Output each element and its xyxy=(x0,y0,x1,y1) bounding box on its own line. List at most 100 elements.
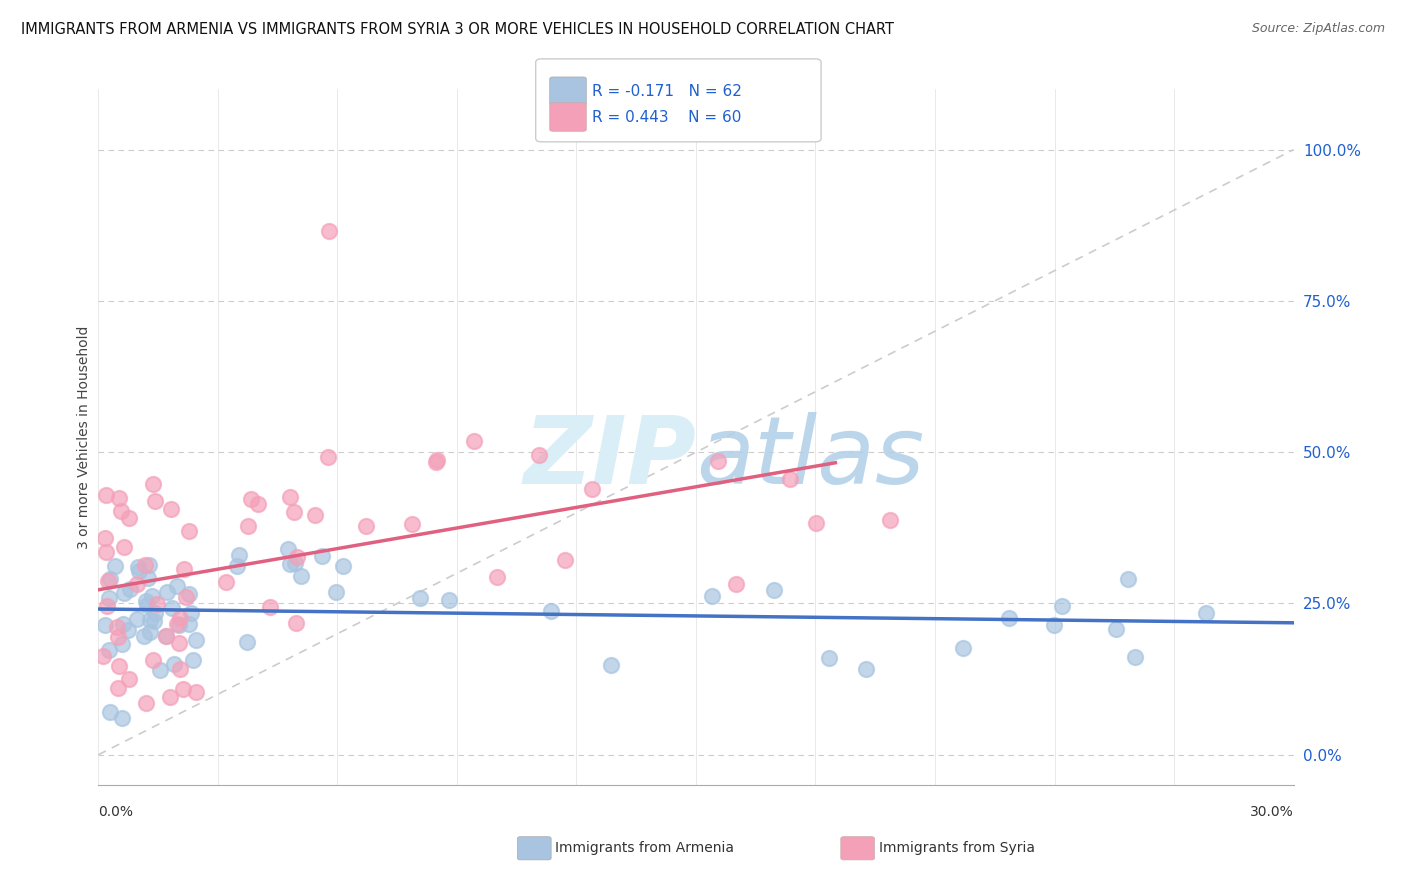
Point xyxy=(804,516,827,530)
Point xyxy=(311,549,333,563)
Point xyxy=(111,711,134,725)
Point xyxy=(240,491,263,506)
Point xyxy=(169,662,191,676)
Point xyxy=(277,542,299,557)
Point xyxy=(215,574,238,589)
Point xyxy=(156,584,179,599)
Point xyxy=(146,597,169,611)
Point xyxy=(143,494,166,508)
Point xyxy=(179,524,201,538)
Point xyxy=(818,650,841,665)
Point xyxy=(408,591,430,606)
Point xyxy=(167,618,190,632)
Point xyxy=(184,685,207,699)
Point xyxy=(155,629,177,643)
Point xyxy=(236,634,259,648)
Point xyxy=(118,672,141,686)
Point xyxy=(278,490,301,504)
Point xyxy=(763,582,786,597)
Point xyxy=(486,570,509,584)
Point xyxy=(136,599,159,613)
Point xyxy=(94,545,117,559)
Point xyxy=(879,512,901,526)
Point xyxy=(111,637,134,651)
Point xyxy=(318,224,340,238)
Point xyxy=(1195,606,1218,620)
Point xyxy=(135,594,157,608)
Point xyxy=(160,600,183,615)
Point xyxy=(105,620,128,634)
Point xyxy=(290,569,312,583)
Point xyxy=(356,519,378,533)
Point xyxy=(139,624,162,639)
Point xyxy=(952,640,974,655)
Point xyxy=(1123,650,1146,665)
Point xyxy=(149,663,172,677)
Point xyxy=(707,454,730,468)
Point xyxy=(143,606,166,620)
Point xyxy=(283,505,305,519)
Text: IMMIGRANTS FROM ARMENIA VS IMMIGRANTS FROM SYRIA 3 OR MORE VEHICLES IN HOUSEHOLD: IMMIGRANTS FROM ARMENIA VS IMMIGRANTS FR… xyxy=(21,22,894,37)
Point xyxy=(179,617,201,632)
Text: Immigrants from Syria: Immigrants from Syria xyxy=(879,841,1035,855)
Point xyxy=(128,564,150,578)
Point xyxy=(127,560,149,574)
Point xyxy=(285,615,308,630)
Point xyxy=(426,453,449,467)
Point xyxy=(96,599,118,613)
Point xyxy=(112,586,135,600)
Point xyxy=(134,629,156,643)
Point xyxy=(159,690,181,705)
Point xyxy=(138,558,160,572)
Point xyxy=(127,611,149,625)
Point xyxy=(540,604,562,618)
Point xyxy=(107,681,129,695)
Point xyxy=(855,662,877,676)
Point xyxy=(117,623,139,637)
Point xyxy=(98,572,121,586)
Point xyxy=(700,590,723,604)
Point xyxy=(284,557,307,571)
Point xyxy=(142,477,165,491)
Point xyxy=(439,592,461,607)
Text: ZIP: ZIP xyxy=(523,412,696,504)
Point xyxy=(98,706,122,720)
Point xyxy=(107,630,129,644)
Point xyxy=(91,648,114,663)
Text: 30.0%: 30.0% xyxy=(1250,805,1294,819)
Point xyxy=(97,574,120,588)
Point xyxy=(325,585,347,599)
Point xyxy=(401,517,423,532)
Point xyxy=(98,591,121,606)
Point xyxy=(117,511,139,525)
Point xyxy=(425,455,447,469)
Point xyxy=(125,577,148,591)
Point xyxy=(236,518,259,533)
Point xyxy=(779,472,801,486)
Point xyxy=(135,696,157,710)
Text: 0.0%: 0.0% xyxy=(98,805,134,819)
Point xyxy=(173,562,195,576)
Point xyxy=(581,482,603,496)
Point xyxy=(316,450,339,464)
Point xyxy=(110,504,132,518)
Text: atlas: atlas xyxy=(696,412,924,503)
Point xyxy=(1043,618,1066,632)
Point xyxy=(142,653,165,667)
Text: R = -0.171   N = 62: R = -0.171 N = 62 xyxy=(592,84,742,99)
Point xyxy=(104,558,127,573)
Point xyxy=(529,448,551,462)
Point xyxy=(184,632,207,647)
Point xyxy=(1052,599,1074,614)
Point xyxy=(111,616,134,631)
Point xyxy=(93,531,115,545)
Point xyxy=(997,610,1019,624)
Text: Source: ZipAtlas.com: Source: ZipAtlas.com xyxy=(1251,22,1385,36)
Text: Immigrants from Armenia: Immigrants from Armenia xyxy=(555,841,734,855)
Point xyxy=(1105,623,1128,637)
Point xyxy=(259,600,281,615)
Point xyxy=(136,571,159,585)
Point xyxy=(167,636,190,650)
Point xyxy=(181,653,204,667)
Point xyxy=(463,434,485,448)
